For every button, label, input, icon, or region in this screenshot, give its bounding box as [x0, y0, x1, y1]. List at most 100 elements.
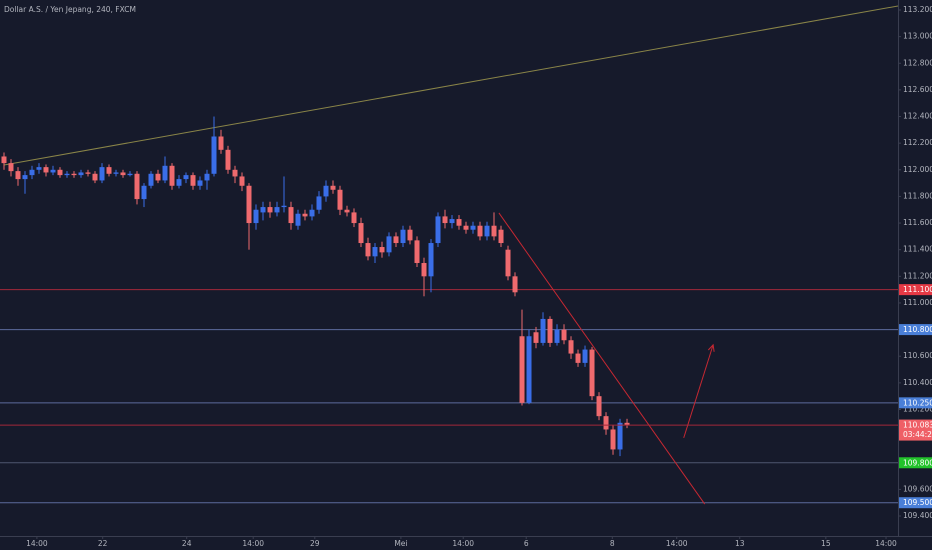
chart-title: Dollar A.S. / Yen Jepang, 240, FXCM — [4, 5, 136, 14]
candle-body — [288, 207, 294, 224]
candle-body — [309, 209, 315, 217]
candle-body — [393, 236, 399, 244]
candle-body — [218, 136, 224, 150]
candle-body — [316, 196, 322, 210]
candle-body — [421, 263, 427, 277]
candle-body — [274, 207, 280, 213]
trend-line — [3, 5, 899, 166]
candle-body — [155, 173, 161, 181]
candle-body — [267, 207, 273, 213]
price-label: 109.800 — [903, 458, 932, 467]
price-label-box — [899, 457, 932, 469]
price-label: 110.250 — [903, 398, 932, 407]
candle-body — [477, 225, 483, 237]
candle-body — [204, 173, 210, 181]
trend-line — [498, 212, 706, 505]
candle-body — [519, 336, 525, 403]
candle-body — [400, 229, 406, 244]
candle-body — [358, 223, 364, 244]
candle-body — [330, 185, 336, 190]
candle-body — [232, 169, 238, 177]
current-price-label: 110.083 — [903, 421, 932, 430]
candle-body — [71, 173, 77, 176]
y-tick-label: 110.400 — [903, 378, 932, 387]
y-tick-label: 112.000 — [903, 165, 932, 174]
x-tick-label: Mei — [394, 539, 407, 548]
y-tick-label: 112.200 — [903, 138, 932, 147]
candle-body — [113, 172, 119, 174]
candle-body — [127, 173, 133, 176]
candle-body — [302, 213, 308, 217]
x-tick-label: 29 — [310, 539, 320, 548]
candle-body — [463, 225, 469, 230]
price-label: 109.500 — [903, 498, 932, 507]
candle-body — [211, 136, 217, 174]
price-label-box — [899, 497, 932, 509]
candle-body — [491, 225, 497, 237]
y-tick-label: 111.200 — [903, 271, 932, 280]
candle-body — [386, 236, 392, 253]
candle-body — [344, 209, 350, 213]
candle-body — [596, 396, 602, 417]
candle-body — [498, 229, 504, 244]
candle-body — [470, 225, 476, 230]
y-tick-label: 111.000 — [903, 298, 932, 307]
candle-body — [134, 173, 140, 200]
arrow-line — [683, 344, 714, 439]
candle-body — [617, 422, 623, 450]
candle-body — [15, 171, 21, 180]
candle-body — [337, 189, 343, 210]
price-label-box — [899, 397, 932, 409]
candle-body — [253, 209, 259, 224]
candle-body — [162, 165, 168, 181]
price-label: 110.800 — [903, 325, 932, 334]
x-tick-label: 14:00 — [875, 539, 897, 548]
x-tick-label: 24 — [182, 539, 192, 548]
x-tick-label: 14:00 — [666, 539, 688, 548]
candle-body — [295, 213, 301, 226]
candle-body — [575, 353, 581, 363]
candle-body — [610, 429, 616, 450]
candle-body — [50, 169, 56, 173]
candle-body — [106, 167, 112, 174]
candle-body — [428, 243, 434, 277]
candle-body — [85, 172, 91, 174]
candle-body — [407, 229, 413, 241]
candle-body — [365, 243, 371, 257]
y-tick-label: 110.200 — [903, 404, 932, 413]
candle-body — [225, 149, 231, 170]
candle-body — [197, 180, 203, 186]
x-tick-label: 6 — [524, 539, 529, 548]
candle-body — [36, 167, 42, 170]
candle-body — [603, 416, 609, 430]
candle-body — [78, 172, 84, 176]
candle-body — [589, 349, 595, 397]
x-tick-label: 14:00 — [242, 539, 264, 548]
x-tick-label: 8 — [610, 539, 615, 548]
candle-body — [246, 185, 252, 224]
y-tick-label: 110.600 — [903, 351, 932, 360]
x-tick-label: 13 — [735, 539, 745, 548]
y-tick-label: 111.400 — [903, 245, 932, 254]
candle-body — [435, 216, 441, 244]
candle-body — [169, 165, 175, 186]
candle-body — [568, 340, 574, 354]
candle-body — [526, 336, 532, 403]
candle-body — [547, 318, 553, 343]
candle-body — [554, 329, 560, 343]
candle-body — [512, 276, 518, 293]
candle-body — [141, 185, 147, 200]
y-tick-label: 111.800 — [903, 191, 932, 200]
candle-body — [540, 318, 546, 343]
candle-body — [442, 216, 448, 224]
candle-body — [92, 173, 98, 181]
countdown-label: 03:44:29 — [903, 430, 932, 439]
x-tick-label: 14:00 — [26, 539, 48, 548]
candle-body — [43, 167, 49, 173]
candle-body — [176, 179, 182, 186]
price-label: 111.100 — [903, 285, 932, 294]
y-tick-label: 111.600 — [903, 218, 932, 227]
price-label-box — [899, 324, 932, 336]
